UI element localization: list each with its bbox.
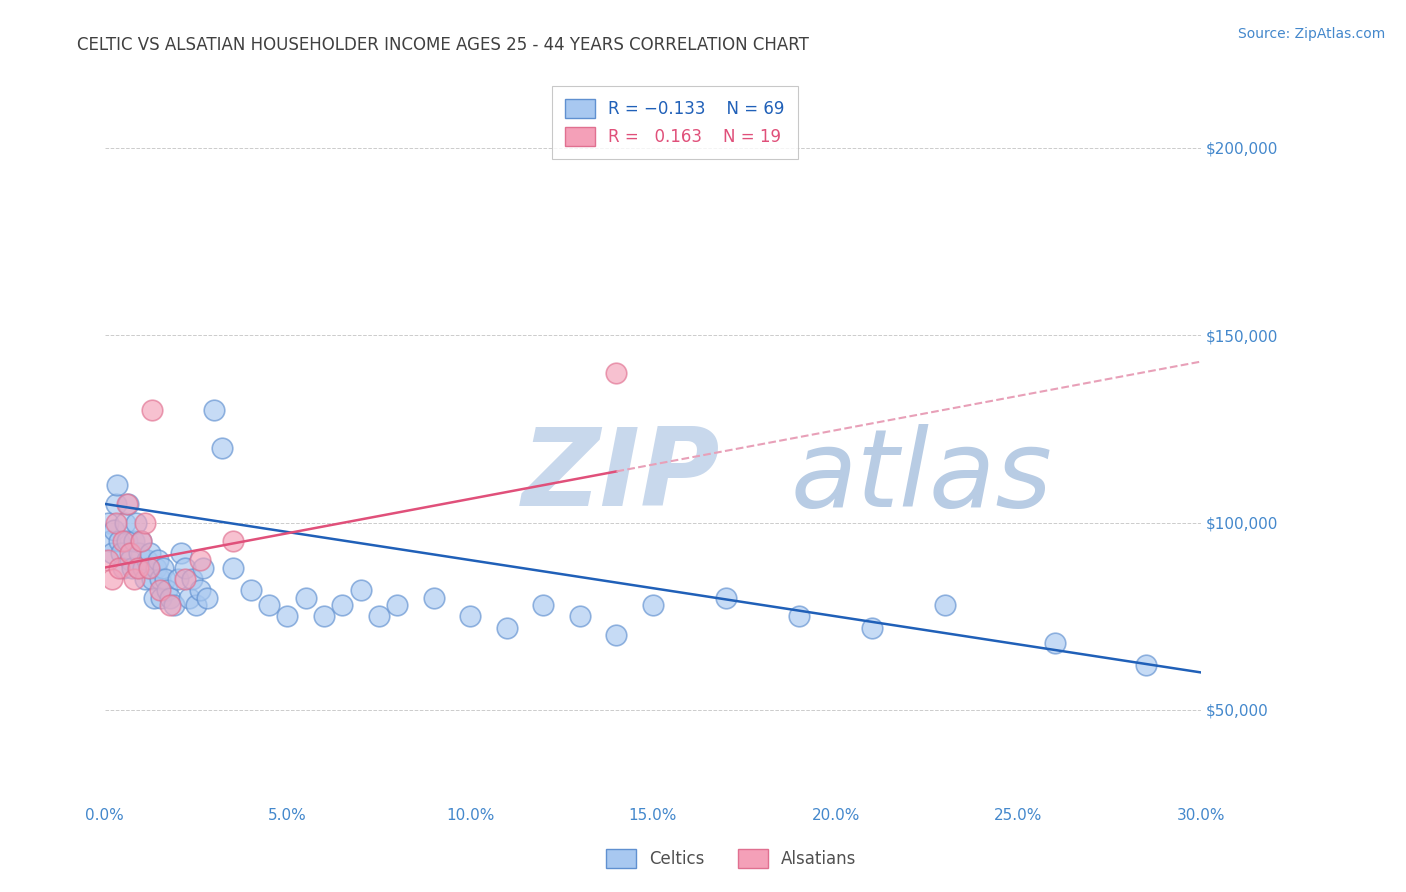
Text: ZIP: ZIP [522, 423, 720, 529]
Point [156, 583, 179, 598]
Point [159, 591, 181, 605]
Point [174, 560, 197, 574]
Point [143, 591, 166, 605]
Point [122, 572, 145, 586]
Point [115, 497, 138, 511]
Point [148, 572, 170, 586]
Point [531, 598, 554, 612]
Point [150, 591, 173, 605]
Point [605, 628, 627, 642]
Point [145, 560, 167, 574]
Legend: Celtics, Alsatians: Celtics, Alsatians [599, 842, 863, 875]
Point [104, 497, 127, 511]
Point [159, 598, 181, 612]
Point [221, 534, 243, 549]
Point [276, 609, 298, 624]
Point [114, 516, 136, 530]
Point [257, 598, 280, 612]
Point [152, 560, 174, 574]
Point [195, 591, 218, 605]
Point [170, 546, 193, 560]
Point [127, 560, 149, 574]
Point [104, 516, 127, 530]
Point [458, 609, 481, 624]
Point [193, 560, 215, 574]
Point [108, 560, 131, 574]
Point [1135, 658, 1157, 673]
Point [120, 553, 142, 567]
Point [121, 560, 143, 574]
Point [211, 441, 233, 455]
Point [714, 591, 737, 605]
Point [568, 609, 591, 624]
Point [174, 572, 197, 586]
Point [101, 572, 124, 586]
Point [97, 516, 120, 530]
Point [787, 609, 810, 624]
Point [117, 497, 139, 511]
Point [108, 534, 131, 549]
Point [312, 609, 335, 624]
Point [294, 591, 316, 605]
Text: CELTIC VS ALSATIAN HOUSEHOLDER INCOME AGES 25 - 44 YEARS CORRELATION CHART: CELTIC VS ALSATIAN HOUSEHOLDER INCOME AG… [77, 36, 810, 54]
Point [860, 621, 883, 635]
Point [122, 534, 145, 549]
Point [181, 572, 204, 586]
Point [115, 534, 138, 549]
Point [135, 553, 157, 567]
Point [141, 403, 163, 417]
Point [349, 583, 371, 598]
Point [934, 598, 956, 612]
Point [202, 403, 225, 417]
Point [422, 591, 444, 605]
Point [221, 560, 243, 574]
Point [188, 583, 211, 598]
Point [153, 572, 176, 586]
Point [641, 598, 664, 612]
Text: atlas: atlas [790, 424, 1052, 529]
Point [146, 553, 169, 567]
Point [134, 572, 156, 586]
Point [125, 516, 148, 530]
Point [367, 609, 389, 624]
Point [97, 553, 120, 567]
Point [129, 534, 152, 549]
Point [605, 366, 627, 380]
Point [138, 560, 160, 574]
Point [111, 560, 134, 574]
Point [177, 591, 200, 605]
Text: Source: ZipAtlas.com: Source: ZipAtlas.com [1237, 27, 1385, 41]
Point [385, 598, 408, 612]
Point [128, 546, 150, 560]
Point [129, 534, 152, 549]
Point [103, 523, 125, 537]
Point [101, 546, 124, 560]
Point [495, 621, 517, 635]
Point [120, 546, 142, 560]
Point [134, 516, 156, 530]
Point [166, 572, 188, 586]
Point [239, 583, 262, 598]
Point [188, 553, 211, 567]
Legend: R = −0.133    N = 69, R =   0.163    N = 19: R = −0.133 N = 69, R = 0.163 N = 19 [551, 86, 799, 160]
Point [138, 560, 160, 574]
Point [127, 560, 149, 574]
Point [111, 534, 134, 549]
Point [163, 598, 186, 612]
Point [184, 598, 207, 612]
Point [148, 583, 170, 598]
Point [330, 598, 353, 612]
Point [98, 534, 121, 549]
Point [141, 572, 163, 586]
Point [1043, 635, 1066, 649]
Point [139, 546, 162, 560]
Point [132, 560, 155, 574]
Point [110, 546, 132, 560]
Point [107, 478, 129, 492]
